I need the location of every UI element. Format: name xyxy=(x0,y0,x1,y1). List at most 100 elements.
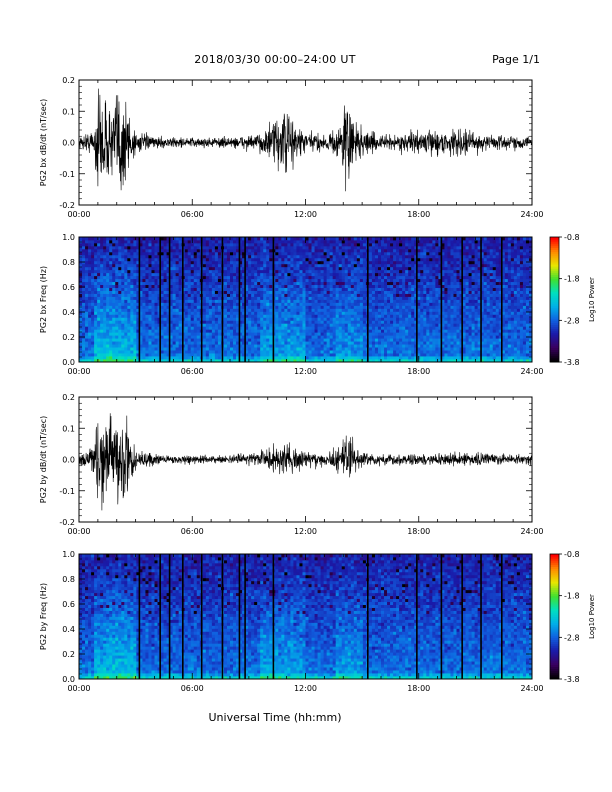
spectrogram-cell xyxy=(296,356,300,360)
spectrogram-cell xyxy=(211,338,216,342)
spectrogram-cell xyxy=(287,263,291,268)
spectrogram-cell xyxy=(420,237,424,241)
spectrogram-cell xyxy=(148,266,152,271)
spectrogram-cell xyxy=(393,293,397,297)
spectrogram-cell xyxy=(417,305,421,309)
spectrogram-cell xyxy=(196,260,201,265)
spectrogram-cell xyxy=(130,350,134,354)
spectrogram-cell xyxy=(169,326,174,330)
spectrogram-cell xyxy=(115,248,119,253)
spectrogram-cell xyxy=(296,272,300,277)
spectrogram-cell xyxy=(299,335,303,339)
spectrogram-cell xyxy=(287,245,291,250)
trace-panel-1 xyxy=(79,88,532,192)
spectrogram-cell xyxy=(248,242,252,247)
spectrogram-cell xyxy=(405,317,409,321)
spectrogram-cell xyxy=(127,359,131,363)
spectrogram-cell xyxy=(302,263,306,268)
spectrogram-cell xyxy=(100,353,104,357)
spectrogram-cell xyxy=(118,269,122,274)
spectrogram-cell xyxy=(338,269,343,274)
spectrogram-cell xyxy=(381,281,385,286)
spectrogram-cell xyxy=(377,296,382,300)
spectrogram-cell xyxy=(299,272,303,277)
spectrogram-cell xyxy=(335,275,340,280)
spectrogram-cell xyxy=(299,332,303,336)
spectrogram-cell xyxy=(151,329,155,333)
spectrogram-cell xyxy=(242,272,246,277)
spectrogram-cell xyxy=(332,314,337,318)
spectrogram-cell xyxy=(423,329,427,333)
spectrogram-cell xyxy=(121,287,125,291)
spectrogram-cell xyxy=(190,314,195,318)
spectrogram-cell xyxy=(124,245,128,250)
spectrogram-cell xyxy=(169,335,174,339)
spectrogram-cell xyxy=(148,317,152,321)
spectrogram-cell xyxy=(94,260,98,265)
spectrogram-cell xyxy=(163,257,167,262)
spectrogram-cell xyxy=(82,338,86,342)
spectrogram-cell xyxy=(257,251,261,256)
spectrogram-cell xyxy=(399,305,403,309)
spectrogram-cell xyxy=(405,272,409,277)
spectrogram-cell xyxy=(374,272,379,277)
spectrogram-cell xyxy=(217,326,222,330)
spectrogram-cell xyxy=(257,296,261,300)
spectrogram-cell xyxy=(263,245,267,250)
spectrogram-cell xyxy=(239,338,243,342)
spectrogram-cell xyxy=(196,302,201,306)
spectrogram-cell xyxy=(399,350,403,354)
spectrogram-cell xyxy=(154,299,158,303)
spectrogram-cell xyxy=(163,338,167,342)
spectrogram-cell xyxy=(396,242,400,247)
spectrogram-cell xyxy=(202,272,207,277)
spectrogram-cell xyxy=(205,353,210,357)
spectrogram-cell xyxy=(266,263,270,268)
spectrogram-cell xyxy=(299,269,303,274)
spectrogram-cell xyxy=(251,314,255,318)
spectrogram-cell xyxy=(396,251,400,256)
spectrogram-cell xyxy=(314,251,318,256)
spectrogram-cell xyxy=(362,350,367,354)
spectrogram-cell xyxy=(260,290,264,294)
spectrogram-cell xyxy=(399,248,403,253)
spectrogram-cell xyxy=(230,344,234,348)
spectrogram-cell xyxy=(169,269,174,274)
spectrogram-cell xyxy=(305,338,309,342)
spectrogram-cell xyxy=(193,296,198,300)
spectrogram-cell xyxy=(384,338,388,342)
spectrogram-cell xyxy=(426,237,430,241)
spectrogram-cell xyxy=(314,305,318,309)
spectrogram-cell xyxy=(344,299,349,303)
spectrogram-cell xyxy=(109,293,113,297)
spectrogram-cell xyxy=(239,299,243,303)
spectrogram-cell xyxy=(377,257,382,262)
spectrogram-cell xyxy=(329,239,334,244)
spectrogram-cell xyxy=(106,245,110,250)
spectrogram-cell xyxy=(393,308,397,312)
spectrogram-cell xyxy=(151,254,155,259)
spectrogram-cell xyxy=(387,308,391,312)
spectrogram-cell xyxy=(148,248,152,253)
spectrogram-cell xyxy=(269,251,273,256)
spectrogram-cell xyxy=(414,296,418,300)
spectrogram-cell xyxy=(115,308,119,312)
spectrogram-cell xyxy=(112,266,116,271)
spectrogram-cell xyxy=(214,356,219,360)
spectrogram-cell xyxy=(384,305,388,309)
spectrogram-cell xyxy=(278,242,282,247)
spectrogram-cell xyxy=(239,257,243,262)
spectrogram-cell xyxy=(190,329,195,333)
spectrogram-cell xyxy=(320,284,325,288)
spectrogram-cell xyxy=(269,356,273,360)
spectrogram-cell xyxy=(248,278,252,283)
spectrogram-cell xyxy=(368,287,373,291)
spectrogram-cell xyxy=(226,317,231,321)
spectrogram-cell xyxy=(136,332,140,336)
spectrogram-cell xyxy=(332,287,337,291)
spectrogram-cell xyxy=(335,257,340,262)
spectrogram-cell xyxy=(399,263,403,268)
spectrogram-cell xyxy=(94,251,98,256)
spectrogram-cell xyxy=(196,245,201,250)
spectrogram-cell xyxy=(362,341,367,345)
